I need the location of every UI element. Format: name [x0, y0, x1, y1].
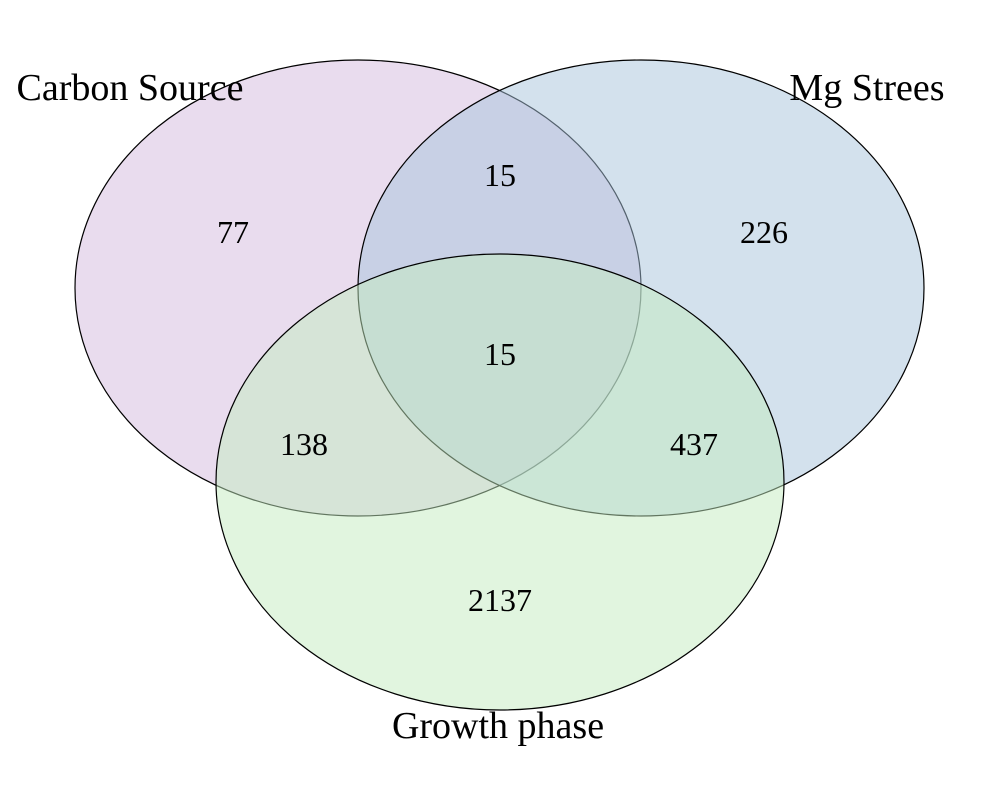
set-circles	[74, 59, 925, 711]
region-counts: 77 226 15 15 138 437 2137	[217, 157, 788, 618]
set-label-carbon-source: Carbon Source	[17, 67, 244, 109]
region-count-carbon-only: 77	[217, 214, 249, 250]
set-label-growth-phase: Growth phase	[392, 705, 604, 747]
region-count-carbon-growth: 138	[280, 426, 328, 462]
region-count-mg-growth: 437	[670, 426, 718, 462]
region-count-all-three: 15	[484, 336, 516, 372]
set-circle-growth-phase	[215, 253, 785, 711]
region-count-growth-only: 2137	[468, 582, 532, 618]
region-count-mg-only: 226	[740, 214, 788, 250]
set-label-mg-strees: Mg Strees	[789, 67, 944, 109]
set-labels: Carbon Source Mg Strees Growth phase	[17, 67, 945, 747]
region-count-carbon-mg: 15	[484, 157, 516, 193]
